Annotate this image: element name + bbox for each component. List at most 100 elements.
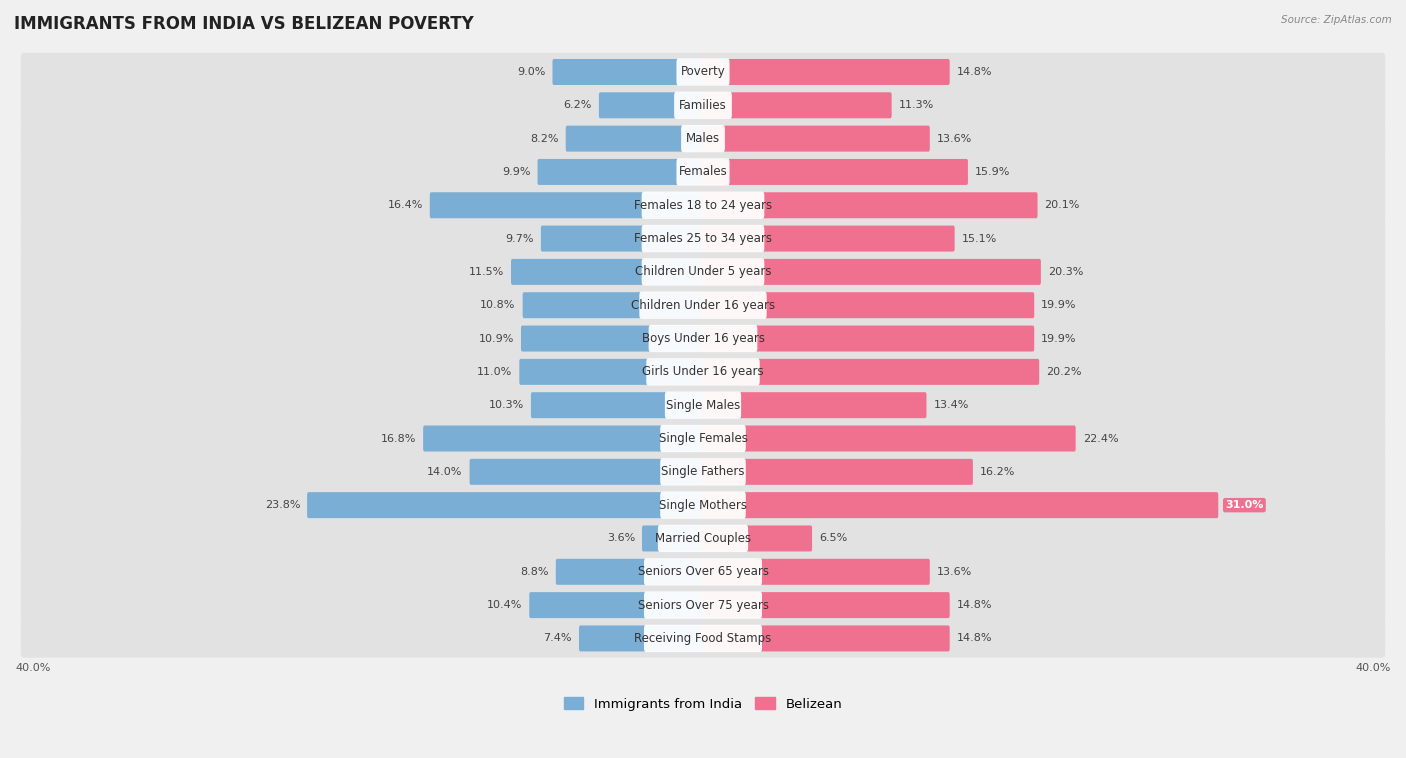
FancyBboxPatch shape <box>661 424 745 453</box>
FancyBboxPatch shape <box>21 386 1385 424</box>
Text: Receiving Food Stamps: Receiving Food Stamps <box>634 632 772 645</box>
FancyBboxPatch shape <box>661 458 745 485</box>
FancyBboxPatch shape <box>21 219 1385 258</box>
FancyBboxPatch shape <box>643 525 704 552</box>
FancyBboxPatch shape <box>681 125 725 152</box>
FancyBboxPatch shape <box>565 126 704 152</box>
Text: Females: Females <box>679 165 727 178</box>
FancyBboxPatch shape <box>21 519 1385 558</box>
Text: 40.0%: 40.0% <box>1355 663 1391 673</box>
FancyBboxPatch shape <box>665 392 741 419</box>
FancyBboxPatch shape <box>702 392 927 418</box>
FancyBboxPatch shape <box>648 325 758 352</box>
Text: 3.6%: 3.6% <box>607 534 636 543</box>
Text: Seniors Over 65 years: Seniors Over 65 years <box>637 565 769 578</box>
Text: 10.4%: 10.4% <box>486 600 522 610</box>
FancyBboxPatch shape <box>702 425 1076 452</box>
FancyBboxPatch shape <box>519 359 704 385</box>
Text: 10.9%: 10.9% <box>478 334 515 343</box>
Text: 11.3%: 11.3% <box>898 100 934 111</box>
Text: 15.1%: 15.1% <box>962 233 997 243</box>
Text: 8.8%: 8.8% <box>520 567 548 577</box>
FancyBboxPatch shape <box>21 619 1385 658</box>
FancyBboxPatch shape <box>641 192 765 219</box>
FancyBboxPatch shape <box>21 586 1385 625</box>
Text: Single Males: Single Males <box>666 399 740 412</box>
Text: 20.1%: 20.1% <box>1045 200 1080 210</box>
FancyBboxPatch shape <box>702 492 1218 518</box>
Text: Single Females: Single Females <box>658 432 748 445</box>
FancyBboxPatch shape <box>21 453 1385 491</box>
FancyBboxPatch shape <box>702 592 949 618</box>
FancyBboxPatch shape <box>644 558 762 585</box>
Text: Single Fathers: Single Fathers <box>661 465 745 478</box>
Text: 20.3%: 20.3% <box>1047 267 1083 277</box>
Text: 6.2%: 6.2% <box>564 100 592 111</box>
Text: 22.4%: 22.4% <box>1083 434 1118 443</box>
Text: 16.4%: 16.4% <box>388 200 423 210</box>
Text: Children Under 5 years: Children Under 5 years <box>634 265 772 278</box>
Legend: Immigrants from India, Belizean: Immigrants from India, Belizean <box>558 692 848 716</box>
Text: Seniors Over 75 years: Seniors Over 75 years <box>637 599 769 612</box>
FancyBboxPatch shape <box>537 159 704 185</box>
FancyBboxPatch shape <box>644 625 762 652</box>
FancyBboxPatch shape <box>21 53 1385 91</box>
FancyBboxPatch shape <box>641 258 765 286</box>
Text: Males: Males <box>686 132 720 145</box>
FancyBboxPatch shape <box>702 559 929 584</box>
Text: 14.8%: 14.8% <box>956 634 993 644</box>
FancyBboxPatch shape <box>641 225 765 252</box>
FancyBboxPatch shape <box>579 625 704 651</box>
Text: 8.2%: 8.2% <box>530 133 558 143</box>
FancyBboxPatch shape <box>423 425 704 452</box>
Text: 9.0%: 9.0% <box>517 67 546 77</box>
Text: 15.9%: 15.9% <box>974 167 1011 177</box>
Text: Females 25 to 34 years: Females 25 to 34 years <box>634 232 772 245</box>
FancyBboxPatch shape <box>676 58 730 86</box>
FancyBboxPatch shape <box>555 559 704 584</box>
Text: 14.0%: 14.0% <box>427 467 463 477</box>
FancyBboxPatch shape <box>541 226 704 252</box>
Text: 19.9%: 19.9% <box>1042 300 1077 310</box>
Text: 16.8%: 16.8% <box>381 434 416 443</box>
FancyBboxPatch shape <box>599 92 704 118</box>
Text: Poverty: Poverty <box>681 65 725 79</box>
FancyBboxPatch shape <box>640 292 766 319</box>
Text: 7.4%: 7.4% <box>544 634 572 644</box>
Text: 11.5%: 11.5% <box>468 267 505 277</box>
Text: 10.3%: 10.3% <box>489 400 524 410</box>
FancyBboxPatch shape <box>531 392 704 418</box>
Text: Girls Under 16 years: Girls Under 16 years <box>643 365 763 378</box>
Text: 6.5%: 6.5% <box>820 534 848 543</box>
Text: 16.2%: 16.2% <box>980 467 1015 477</box>
FancyBboxPatch shape <box>702 226 955 252</box>
Text: 23.8%: 23.8% <box>264 500 299 510</box>
Text: 9.7%: 9.7% <box>505 233 534 243</box>
Text: Families: Families <box>679 99 727 111</box>
FancyBboxPatch shape <box>529 592 704 618</box>
FancyBboxPatch shape <box>702 359 1039 385</box>
FancyBboxPatch shape <box>307 492 704 518</box>
FancyBboxPatch shape <box>523 293 704 318</box>
FancyBboxPatch shape <box>702 625 949 651</box>
FancyBboxPatch shape <box>21 186 1385 224</box>
FancyBboxPatch shape <box>702 525 813 552</box>
FancyBboxPatch shape <box>21 86 1385 124</box>
FancyBboxPatch shape <box>702 259 1040 285</box>
Text: 14.8%: 14.8% <box>956 600 993 610</box>
Text: Boys Under 16 years: Boys Under 16 years <box>641 332 765 345</box>
FancyBboxPatch shape <box>702 459 973 485</box>
FancyBboxPatch shape <box>647 359 759 386</box>
FancyBboxPatch shape <box>21 319 1385 358</box>
FancyBboxPatch shape <box>21 352 1385 391</box>
FancyBboxPatch shape <box>644 591 762 619</box>
FancyBboxPatch shape <box>21 252 1385 291</box>
Text: Source: ZipAtlas.com: Source: ZipAtlas.com <box>1281 15 1392 25</box>
FancyBboxPatch shape <box>510 259 704 285</box>
FancyBboxPatch shape <box>702 293 1035 318</box>
FancyBboxPatch shape <box>21 486 1385 525</box>
FancyBboxPatch shape <box>21 120 1385 158</box>
FancyBboxPatch shape <box>21 286 1385 324</box>
Text: 9.9%: 9.9% <box>502 167 530 177</box>
Text: 40.0%: 40.0% <box>15 663 51 673</box>
